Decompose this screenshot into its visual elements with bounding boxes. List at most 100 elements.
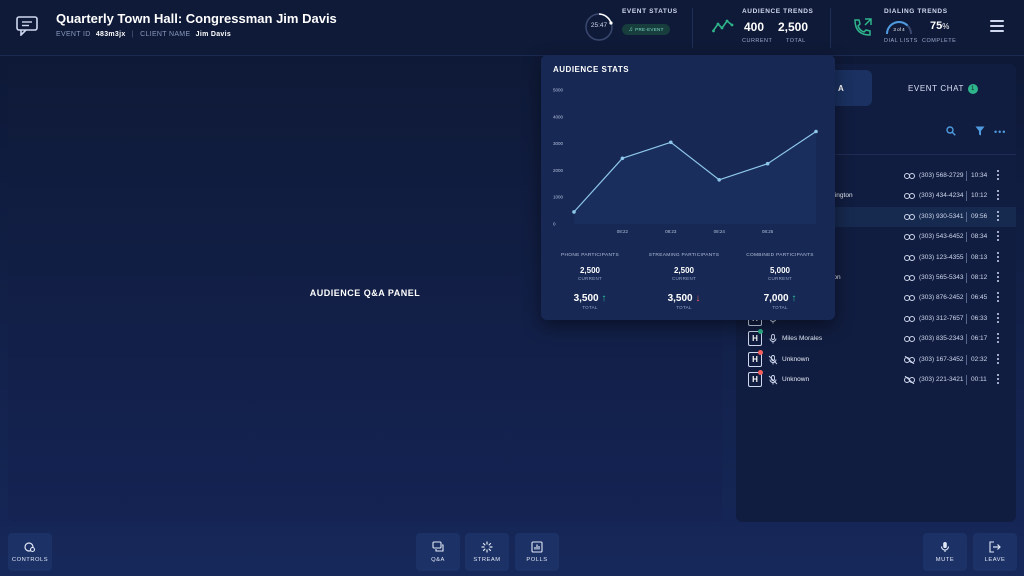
stat-current-label: CURRENT bbox=[671, 276, 697, 281]
participant-row[interactable]: H Miles Morales (303) 835-2343 06:17 bbox=[736, 329, 1016, 349]
stream-label: STREAM bbox=[473, 557, 501, 563]
row-menu-icon[interactable] bbox=[997, 374, 1000, 386]
dialing-trends-label: DIALING TRENDS bbox=[884, 8, 948, 15]
phone-forward-icon bbox=[854, 18, 872, 36]
participant-phone: (303) 167-3452 bbox=[919, 355, 964, 363]
status-badge: ♫ PRE-EVENT bbox=[622, 24, 670, 35]
participant-duration: 10:12 bbox=[971, 192, 988, 200]
participant-duration: 06:17 bbox=[971, 335, 988, 343]
stream-loading-icon bbox=[481, 541, 493, 553]
stat-label: STREAMING PARTICIPANTS bbox=[648, 253, 720, 258]
participant-row[interactable]: shington (303) 434-4234 10:12 bbox=[736, 186, 1016, 206]
controls-button[interactable]: CONTROLS bbox=[8, 533, 52, 571]
client-name-value: Jim Davis bbox=[195, 31, 232, 38]
row-menu-icon[interactable] bbox=[997, 190, 1000, 202]
hand-raise-badge: H bbox=[748, 331, 762, 347]
participant-row[interactable]: (303) 568-2729 10:34 bbox=[736, 166, 1016, 186]
participant-duration: 08:13 bbox=[971, 253, 988, 261]
stat-column: STREAMING PARTICIPANTS 2,500 CURRENT 3,500 … bbox=[636, 253, 732, 310]
row-menu-icon[interactable] bbox=[997, 210, 1000, 223]
tab-event-chat[interactable]: EVENT CHAT 1 bbox=[908, 84, 978, 94]
top-header: Quarterly Town Hall: Congressman Jim Dav… bbox=[0, 0, 1024, 56]
participant-name: Miles Morales bbox=[782, 335, 823, 343]
participant-row[interactable]: (303) 123-4355 08:13 bbox=[736, 248, 1016, 268]
participant-duration: 06:45 bbox=[971, 294, 988, 302]
x-tick-label: 08:23 bbox=[665, 229, 677, 234]
stat-total: 7,000 ↑ bbox=[732, 293, 828, 304]
microphone-muted-icon[interactable] bbox=[768, 375, 778, 385]
link-icon bbox=[904, 193, 915, 200]
stat-total-value: 7,000 bbox=[763, 293, 789, 304]
stream-button[interactable]: STREAM bbox=[465, 533, 509, 571]
participant-duration: 02:32 bbox=[971, 355, 988, 363]
row-menu-icon[interactable] bbox=[997, 353, 1000, 366]
participant-row[interactable]: H Unknown (303) 221-3421 00:11 bbox=[736, 370, 1016, 390]
data-point bbox=[765, 161, 770, 166]
status-dot bbox=[758, 370, 763, 375]
row-separator bbox=[966, 334, 967, 345]
audience-total-value: 2,500 bbox=[778, 20, 809, 34]
trend-line-icon bbox=[712, 19, 734, 33]
complete-value: 75% bbox=[930, 20, 949, 32]
row-menu-icon[interactable] bbox=[997, 231, 1000, 243]
row-separator bbox=[966, 313, 967, 324]
row-menu-icon[interactable] bbox=[997, 170, 1000, 182]
series-area bbox=[574, 131, 816, 224]
trend-arrow-icon: ↑ bbox=[791, 293, 797, 304]
leave-button[interactable]: LEAVE bbox=[973, 533, 1017, 571]
participant-name: Unknown bbox=[782, 376, 810, 383]
music-note-icon: ♫ bbox=[628, 26, 634, 33]
qa-panel-label: AUDIENCE Q&A PANEL bbox=[309, 288, 421, 298]
row-menu-icon[interactable] bbox=[997, 333, 1000, 345]
complete-label: COMPLETE bbox=[922, 38, 957, 44]
polls-button[interactable]: POLLS bbox=[515, 533, 559, 571]
participant-row[interactable]: (303) 876-2452 06:45 bbox=[736, 288, 1016, 308]
microphone-icon[interactable] bbox=[768, 334, 778, 344]
participant-row[interactable]: H Unknown (303) 167-3452 02:32 bbox=[736, 349, 1016, 370]
countdown-ring-icon bbox=[585, 13, 613, 41]
stat-total-label: TOTAL bbox=[676, 305, 692, 310]
link-icon bbox=[904, 173, 915, 179]
polls-chart-icon bbox=[531, 541, 543, 553]
stat-label: COMBINED PARTICIPANTS bbox=[746, 253, 814, 258]
participant-duration: 08:12 bbox=[971, 274, 988, 281]
audience-total-label: TOTAL bbox=[786, 38, 806, 44]
tab-participants-label: A bbox=[838, 84, 844, 93]
stat-column: COMBINED PARTICIPANTS 5,000 CURRENT 7,000 ↑… bbox=[732, 253, 828, 310]
row-menu-icon[interactable] bbox=[997, 272, 1000, 284]
event-id-label: EVENT ID bbox=[56, 31, 91, 38]
microphone-muted-icon[interactable] bbox=[768, 354, 778, 365]
hamburger-menu-icon[interactable] bbox=[990, 20, 1004, 32]
stat-total-label: TOTAL bbox=[582, 305, 598, 310]
link-broken-icon bbox=[904, 376, 915, 384]
y-tick-label: 1000 bbox=[553, 195, 564, 200]
row-menu-icon[interactable] bbox=[997, 251, 1000, 264]
mute-button[interactable]: MUTE bbox=[923, 533, 967, 571]
trend-arrow-icon: ↓ bbox=[695, 293, 701, 304]
event-meta: EVENT ID 483m3jx | CLIENT NAME Jim Davis bbox=[56, 31, 232, 38]
row-menu-icon[interactable] bbox=[997, 312, 1000, 325]
participant-row[interactable]: (303) 543-6452 08:34 bbox=[736, 227, 1016, 247]
data-point bbox=[572, 210, 576, 214]
row-menu-icon[interactable] bbox=[997, 292, 1000, 304]
link-icon bbox=[904, 336, 915, 343]
microphone-icon bbox=[940, 542, 950, 552]
search-icon[interactable] bbox=[946, 126, 956, 136]
row-separator bbox=[966, 375, 967, 385]
participant-duration: 08:34 bbox=[971, 233, 988, 241]
data-point bbox=[620, 156, 625, 161]
link-broken-icon bbox=[904, 355, 915, 364]
more-options-icon[interactable]: ••• bbox=[994, 127, 1007, 137]
participant-duration: 06:33 bbox=[971, 314, 988, 322]
row-separator bbox=[966, 191, 967, 202]
stat-current-label: CURRENT bbox=[577, 276, 603, 281]
link-icon bbox=[904, 213, 915, 220]
participant-phone: (303) 123-4355 bbox=[919, 253, 964, 261]
status-badge-text: PRE-EVENT bbox=[635, 27, 664, 32]
filter-icon[interactable] bbox=[975, 126, 985, 136]
row-separator bbox=[966, 273, 967, 283]
qa-button[interactable]: Q&A bbox=[416, 533, 460, 571]
header-divider bbox=[692, 8, 693, 48]
stat-current: 5,000 bbox=[769, 266, 791, 275]
y-tick-label: 2000 bbox=[553, 168, 564, 173]
